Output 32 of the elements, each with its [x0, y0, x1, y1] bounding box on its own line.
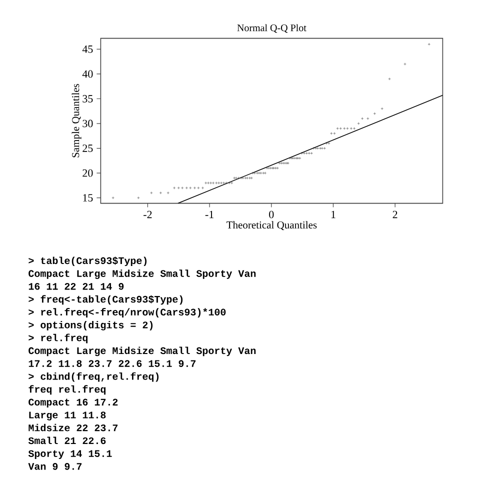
- y-axis-title: Sample Quantiles: [72, 84, 82, 158]
- x-tick-label: 0: [269, 210, 274, 218]
- y-tick-label: 45: [82, 46, 93, 53]
- text: Compact 16 17.2: [28, 398, 118, 408]
- text: > options(digits = 2): [28, 321, 153, 330]
- text: Van 9 9.7: [28, 463, 82, 470]
- text: > rel.freq: [28, 334, 88, 344]
- text: Large 11 11.8: [29, 412, 106, 420]
- text: freq rel.freq: [28, 385, 106, 395]
- text: > freq<-table(Cars93$Type): [28, 295, 183, 305]
- text: Small 21 22.6: [28, 436, 106, 444]
- y-tick-label: 30: [82, 120, 93, 128]
- x-axis-title: Theoretical Quantiles: [226, 221, 317, 230]
- text: 16 11 22 21 14 9: [28, 283, 124, 290]
- chart-title: Normal Q-Q Plot: [237, 24, 306, 33]
- x-tick-label: -1: [205, 210, 214, 218]
- text: > table(Cars93$Type): [28, 256, 147, 266]
- text: > cbind(freq,rel.freq): [28, 372, 159, 382]
- text: Midsize 22 23.7: [28, 424, 118, 432]
- y-tick-label: 25: [82, 144, 93, 152]
- x-tick-label: -2: [144, 210, 152, 218]
- y-tick-label: 15: [83, 194, 93, 202]
- text: 17.2 11.8 23.7 22.6 15.1 9.7: [28, 360, 196, 367]
- text: > rel.freq<-freq/nrow(Cars93)*100: [28, 308, 226, 318]
- y-tick-label: 40: [82, 70, 93, 78]
- x-tick-label: 1: [331, 210, 336, 218]
- text: Compact Large Midsize Small Sporty Van: [28, 346, 256, 356]
- y-tick-label: 20: [82, 169, 93, 177]
- y-tick-label: 35: [82, 95, 93, 102]
- text: Compact Large Midsize Small Sporty Van: [28, 270, 256, 279]
- x-tick-label: 2: [392, 210, 398, 218]
- text: Sporty 14 15.1: [28, 450, 112, 459]
